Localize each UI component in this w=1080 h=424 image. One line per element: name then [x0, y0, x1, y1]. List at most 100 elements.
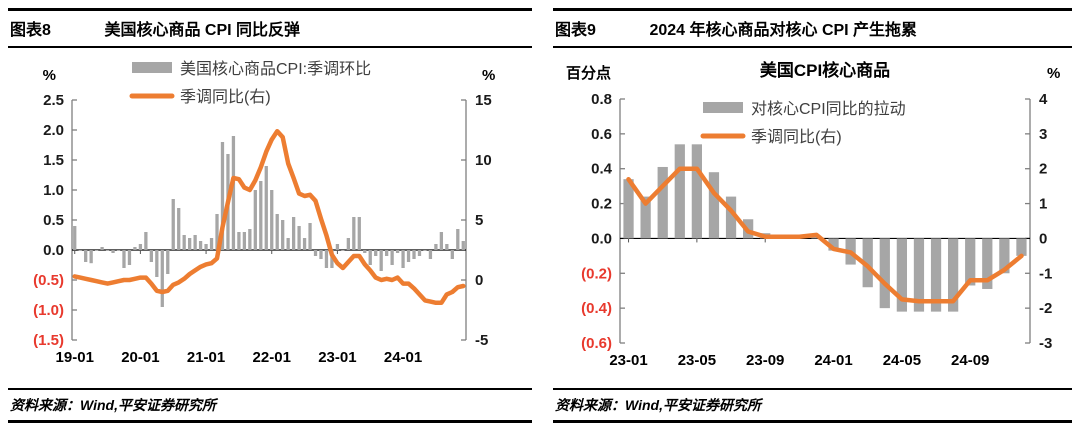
bar-segment [182, 235, 186, 250]
left-axis-tick-label: (0.2) [581, 265, 612, 282]
bar-segment [248, 229, 252, 250]
bar-segment [965, 238, 976, 286]
legend-bar-swatch [132, 62, 172, 73]
left-axis-tick-label: 0.0 [43, 242, 64, 259]
chart-us-core-goods-cpi: 2.5 2.0 1.5 1.0 0.5 0.0 (0.5) (1.0) (1.5) 15 10 5 0 -… [33, 60, 495, 366]
bar-segment [237, 232, 241, 250]
bar-segment [264, 166, 268, 250]
bar-segment [209, 238, 214, 250]
bar-segment [155, 250, 159, 277]
bar-segment [385, 250, 389, 256]
right-axis-unit-label: % [1047, 65, 1060, 82]
bar-segment [640, 196, 651, 239]
figure-panel-8: 图表8 美国核心商品 CPI 同比反弹 2.5 2.0 1.5 1.0 0.5 0.0 (0… [8, 8, 532, 423]
left-axis-tick-label: (0.5) [33, 272, 64, 289]
bar-segment [406, 250, 411, 262]
bar-segment [286, 238, 290, 250]
x-axis-tick-label: 19-01 [56, 349, 94, 366]
left-axis-tick-label: 0.6 [591, 126, 612, 143]
bar-segment [89, 250, 93, 264]
figure-8-label: 图表8 [10, 22, 51, 39]
figure-8-source: 资料来源：Wind,平安证券研究所 [8, 388, 532, 423]
bar-segment [127, 250, 132, 265]
legend-label: 对核心CPI同比的拉动 [751, 100, 906, 118]
bar-segment [308, 223, 312, 250]
bar-segment [231, 136, 236, 250]
left-axis-tick-label: 0.0 [591, 230, 612, 247]
bar-segment [253, 190, 257, 250]
bar-segment [84, 250, 88, 262]
right-axis-tick-label: -2 [1039, 300, 1052, 317]
right-axis-tick-label: 4 [1039, 91, 1048, 108]
figure-8-title: 美国核心商品 CPI 同比反弹 [104, 22, 301, 39]
bar-segment [725, 196, 737, 239]
bar-segment [105, 250, 110, 251]
x-axis-tick-label: 21-01 [187, 349, 225, 366]
bar-segment [193, 235, 197, 250]
bar-segment [291, 217, 296, 250]
x-axis-tick-label: 24-05 [883, 352, 921, 369]
legend-label: 美国核心商品CPI:季调环比 [180, 60, 371, 78]
bar-segment [160, 250, 164, 307]
bar-segment [428, 250, 433, 259]
bar-segment [204, 244, 208, 250]
right-axis-tick-label: 10 [475, 152, 492, 169]
bar-segment [862, 238, 873, 288]
left-axis-tick-label: 0.2 [591, 196, 612, 213]
bar-segment [166, 250, 170, 274]
bar-segment [412, 250, 416, 259]
left-axis-tick-label: 1.0 [43, 182, 64, 199]
bar-segment [281, 220, 285, 250]
bar-segment [623, 179, 634, 239]
chart-inner-title: 美国CPI核心商品 [760, 60, 890, 80]
bar-segment [346, 238, 350, 250]
figure-panel-9: 图表9 2024 年核心商品对核心 CPI 产生拖累 0.8 0.6 0.4 0.2 0… [553, 8, 1072, 423]
x-axis-tick-label: 23-01 [609, 352, 647, 369]
left-axis-tick-label: 2.0 [43, 122, 64, 139]
bar-segment [657, 166, 668, 239]
right-axis-tick-label: -3 [1039, 335, 1052, 352]
x-axis-tick-label: 20-01 [121, 349, 159, 366]
bar-segment [297, 226, 301, 250]
bar-segment [363, 250, 367, 253]
bar-segment [930, 238, 942, 312]
bar-segment [913, 238, 925, 312]
bar-segment [423, 250, 427, 251]
bar-segment [324, 250, 329, 268]
right-axis-tick-label: -5 [475, 332, 488, 349]
bar-segment [78, 250, 82, 251]
legend-bar-swatch [703, 102, 743, 113]
right-axis-unit-label: % [482, 67, 495, 84]
bar-segment [188, 238, 192, 250]
x-axis-tick-label: 22-01 [253, 349, 291, 366]
legend-label: 季调同比(右) [751, 128, 842, 146]
bar-segment [313, 250, 318, 256]
bar-segment [133, 247, 137, 250]
bar-segment [275, 214, 279, 250]
figure-9-title: 2024 年核心商品对核心 CPI 产生拖累 [649, 22, 918, 39]
bar-segment [330, 250, 334, 268]
left-axis-tick-label: 0.5 [43, 212, 64, 229]
bar-segment [73, 226, 77, 250]
source-text: 资料来源：Wind,平安证券研究所 [555, 397, 761, 413]
yoy-line [72, 128, 466, 306]
bar-segment [177, 208, 181, 250]
yoy-line [626, 166, 1024, 304]
x-axis-tick-label: 23-05 [678, 352, 716, 369]
bar-segment [434, 244, 438, 250]
bar-segment [708, 172, 720, 239]
x-axis-tick-label: 24-09 [951, 352, 989, 369]
bar-segment [417, 250, 422, 256]
bar-segment [111, 250, 115, 253]
left-axis-tick-label: 0.8 [591, 91, 612, 108]
bar-segment [368, 250, 372, 265]
bar-segment [138, 244, 143, 250]
left-axis-unit-label: 百分点 [566, 65, 611, 82]
left-axis-tick-label: 1.5 [43, 152, 64, 169]
right-axis-tick-label: 3 [1039, 126, 1047, 143]
bar-segment [461, 241, 465, 250]
bar-segment [94, 250, 99, 251]
bar-segment [144, 232, 148, 250]
x-axis-tick-label: 24-01 [384, 349, 422, 366]
left-axis-tick-label: (1.5) [33, 332, 64, 349]
